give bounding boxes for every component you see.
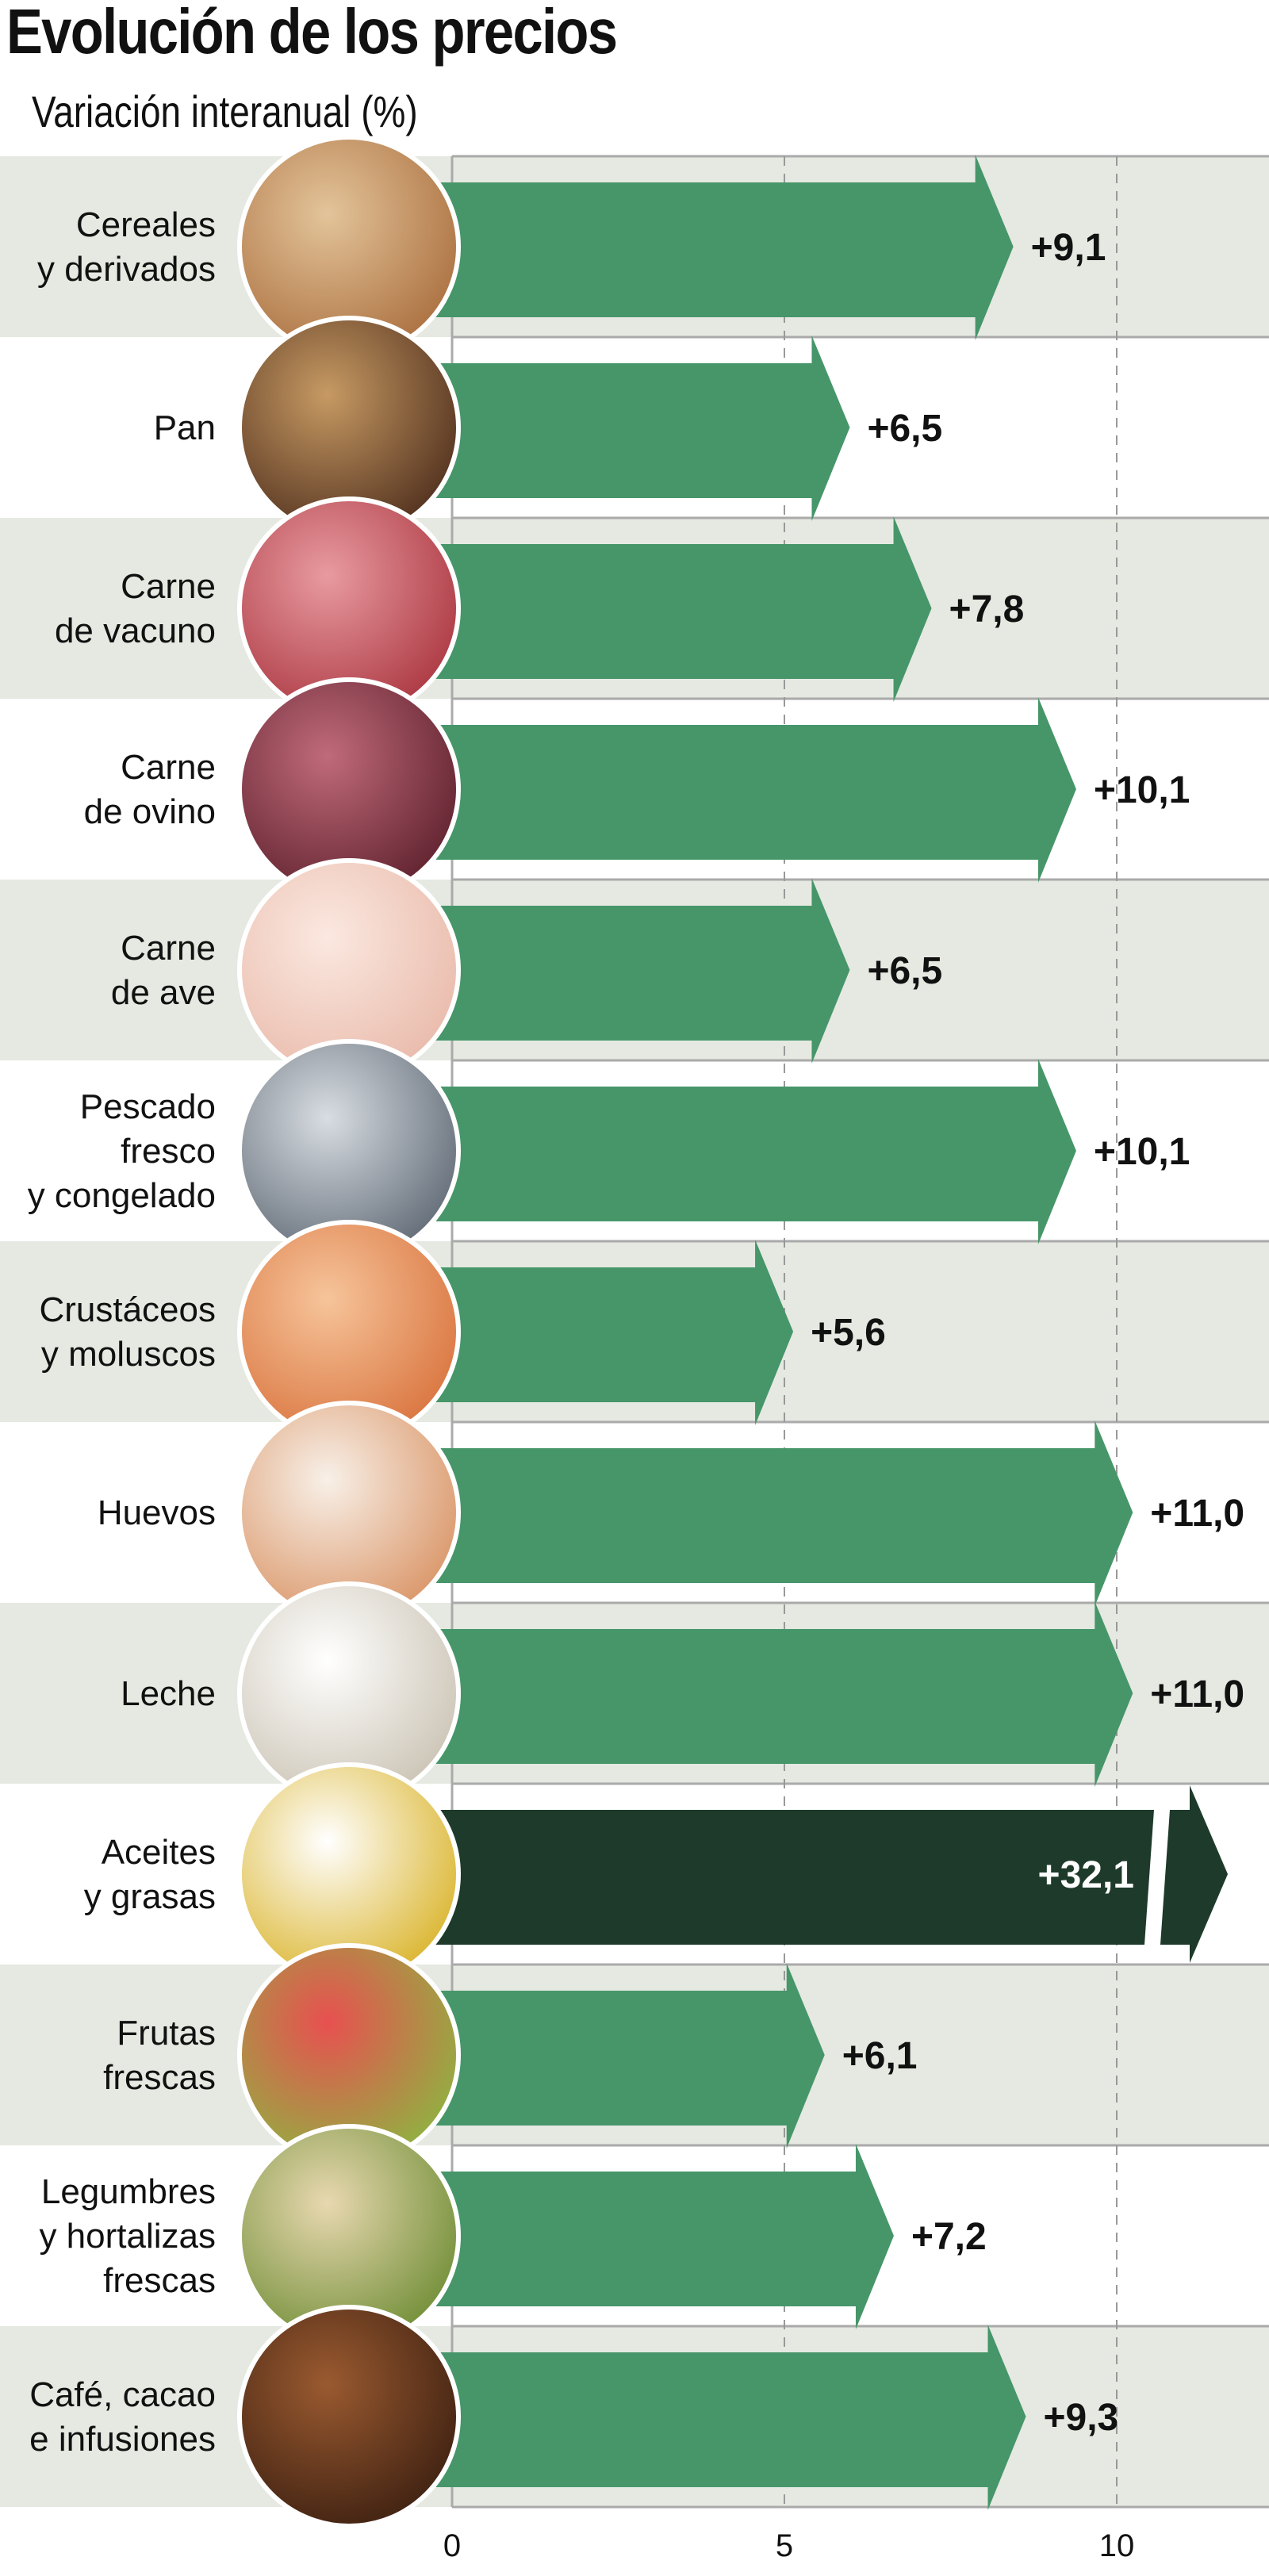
- coffee-photo-icon: [237, 2305, 461, 2528]
- category-label: Carne: [121, 567, 216, 606]
- category-label: y congelado: [28, 1176, 216, 1215]
- value-label: +6,5: [867, 408, 942, 450]
- value-label: +6,5: [867, 950, 942, 992]
- value-label: +10,1: [1094, 1131, 1190, 1173]
- bar-row: +10,1 Pescado fresco y congelado: [28, 1039, 1190, 1263]
- value-label: +11,0: [1150, 1493, 1244, 1535]
- category-label: e infusiones: [29, 2420, 216, 2459]
- bar: [428, 1240, 794, 1425]
- category-label: Frutas: [117, 2014, 216, 2053]
- value-label: +7,8: [949, 588, 1025, 631]
- category-label: fresco: [121, 1132, 216, 1171]
- bar: [428, 1059, 1076, 1244]
- chart-subtitle: Variación interanual (%): [32, 86, 418, 136]
- bar: [428, 1963, 825, 2149]
- value-label: +10,1: [1094, 769, 1190, 811]
- bar-row: +9,3 Café, cacao e infusiones: [29, 2305, 1118, 2528]
- bar-row: +11,0 Leche: [121, 1581, 1244, 1805]
- bar-arrowhead-broken-axis: [1160, 1785, 1228, 1963]
- category-label: y derivados: [37, 250, 216, 289]
- category-label: de vacuno: [55, 611, 216, 650]
- category-label: y moluscos: [41, 1335, 216, 1374]
- bar-row: +6,1 Frutas frescas: [103, 1943, 918, 2167]
- category-label: de ave: [111, 973, 216, 1012]
- category-label: Crustáceos: [39, 1290, 216, 1329]
- bar: [428, 2325, 1026, 2510]
- category-label: frescas: [103, 2058, 216, 2097]
- x-tick-label: 10: [1099, 2528, 1135, 2563]
- bar-row: +9,1 Cereales y derivados: [37, 135, 1106, 358]
- bar: [428, 697, 1076, 883]
- bar: [428, 516, 932, 702]
- bar-row: +32,1 Aceites y grasas: [84, 1762, 1228, 1986]
- category-label: Carne: [121, 748, 216, 787]
- category-label: de ovino: [84, 792, 216, 831]
- category-label: Leche: [121, 1674, 216, 1713]
- bar: [428, 1810, 1154, 1945]
- value-label: +9,3: [1043, 2397, 1118, 2439]
- category-label: Carne: [121, 929, 216, 968]
- value-label: +5,6: [811, 1312, 886, 1354]
- bar-row: +11,0 Huevos: [98, 1401, 1244, 1624]
- value-label: +6,1: [842, 2035, 918, 2077]
- x-tick-label: 0: [443, 2528, 461, 2563]
- bar-row: +5,6 Crustáceos y moluscos: [39, 1220, 886, 1443]
- category-label: Café, cacao: [29, 2375, 216, 2414]
- category-label: Aceites: [102, 1833, 216, 1872]
- bar: [428, 1420, 1133, 1606]
- bar: [428, 878, 850, 1064]
- bar-row: +10,1 Carne de ovino: [84, 677, 1190, 901]
- value-label: +32,1: [1038, 1854, 1134, 1896]
- category-label: Pescado: [80, 1087, 216, 1126]
- category-label: Huevos: [98, 1493, 216, 1532]
- chart-title: Evolución de los precios: [6, 0, 618, 67]
- x-tick-label: 5: [776, 2528, 793, 2563]
- category-label: frescas: [103, 2261, 216, 2300]
- category-label: Pan: [154, 408, 216, 447]
- category-label: y hortalizas: [39, 2217, 216, 2256]
- bar-row: +6,5 Carne de ave: [111, 858, 942, 1082]
- bar: [428, 2144, 894, 2329]
- bar-row: +6,5 Pan: [154, 316, 942, 539]
- value-label: +11,0: [1150, 1673, 1244, 1715]
- bar: [428, 155, 1014, 340]
- value-label: +9,1: [1031, 227, 1106, 269]
- bar-row: +7,8 Carne de vacuno: [55, 496, 1025, 720]
- bar-row: +7,2 Legumbres y hortalizas frescas: [39, 2124, 987, 2348]
- bar: [428, 335, 850, 521]
- category-label: Legumbres: [41, 2172, 216, 2211]
- category-label: y grasas: [84, 1877, 216, 1916]
- value-label: +7,2: [911, 2216, 987, 2258]
- category-label: Cereales: [76, 205, 216, 244]
- bar: [428, 1601, 1133, 1787]
